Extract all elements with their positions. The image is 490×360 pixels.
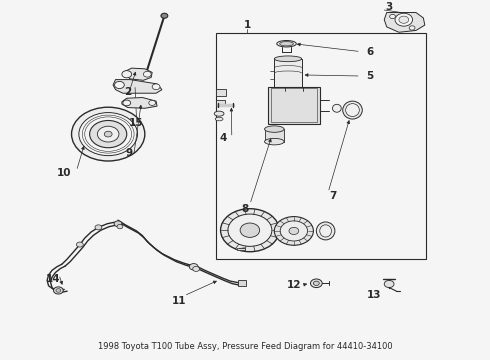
Text: 13: 13	[367, 291, 382, 301]
Circle shape	[161, 13, 168, 18]
Circle shape	[90, 121, 127, 148]
Text: 12: 12	[287, 280, 301, 290]
Circle shape	[123, 100, 131, 106]
Circle shape	[280, 221, 308, 241]
Circle shape	[95, 225, 102, 230]
Circle shape	[149, 100, 156, 105]
Circle shape	[76, 242, 83, 247]
Polygon shape	[113, 80, 162, 93]
Polygon shape	[384, 13, 425, 32]
Ellipse shape	[274, 56, 302, 62]
Text: 14: 14	[46, 274, 60, 284]
Circle shape	[117, 225, 123, 229]
Text: 3: 3	[386, 2, 393, 12]
Ellipse shape	[265, 126, 284, 132]
Ellipse shape	[214, 111, 224, 116]
Ellipse shape	[265, 138, 284, 145]
Circle shape	[384, 280, 394, 288]
Text: 2: 2	[124, 87, 131, 97]
Bar	[274, 59, 302, 91]
Text: 1: 1	[244, 20, 251, 30]
Text: 4: 4	[220, 133, 227, 143]
Ellipse shape	[280, 42, 294, 46]
Text: 7: 7	[329, 191, 337, 201]
Circle shape	[220, 209, 279, 252]
Text: 10: 10	[57, 168, 72, 178]
Circle shape	[289, 228, 299, 234]
Text: 1998 Toyota T100 Tube Assy, Pressure Feed Diagram for 44410-34100: 1998 Toyota T100 Tube Assy, Pressure Fee…	[98, 342, 392, 351]
Bar	[216, 100, 225, 107]
Ellipse shape	[345, 104, 359, 117]
Circle shape	[144, 71, 151, 77]
Ellipse shape	[332, 104, 341, 112]
Bar	[216, 33, 426, 259]
Circle shape	[390, 14, 395, 19]
Circle shape	[122, 71, 132, 78]
Circle shape	[409, 26, 415, 30]
Ellipse shape	[317, 222, 335, 240]
Circle shape	[395, 13, 413, 26]
Text: 9: 9	[125, 148, 132, 158]
Text: 6: 6	[366, 47, 373, 57]
Circle shape	[53, 287, 63, 294]
Text: 5: 5	[366, 71, 373, 81]
Bar	[216, 89, 226, 96]
Bar	[238, 280, 246, 286]
Circle shape	[189, 264, 198, 270]
Circle shape	[228, 214, 272, 246]
Ellipse shape	[215, 117, 223, 121]
Bar	[268, 87, 319, 124]
Circle shape	[240, 223, 260, 237]
Circle shape	[114, 221, 122, 227]
Circle shape	[72, 107, 145, 161]
Ellipse shape	[274, 88, 302, 94]
Circle shape	[193, 266, 199, 271]
Bar	[265, 129, 284, 141]
Ellipse shape	[343, 101, 362, 119]
Ellipse shape	[320, 225, 331, 237]
Circle shape	[104, 131, 112, 137]
Bar	[237, 248, 245, 250]
Ellipse shape	[277, 41, 296, 47]
Circle shape	[399, 16, 409, 23]
Text: 8: 8	[242, 204, 248, 214]
Circle shape	[274, 217, 314, 245]
Circle shape	[98, 126, 119, 142]
Text: 15: 15	[129, 118, 144, 128]
Polygon shape	[122, 98, 157, 108]
Circle shape	[311, 279, 322, 288]
Bar	[270, 89, 317, 122]
Circle shape	[79, 113, 138, 156]
Polygon shape	[123, 68, 152, 80]
Circle shape	[115, 81, 124, 89]
Text: 11: 11	[172, 296, 186, 306]
Circle shape	[152, 84, 160, 90]
Circle shape	[314, 281, 319, 285]
Circle shape	[56, 289, 61, 292]
Circle shape	[115, 221, 122, 226]
